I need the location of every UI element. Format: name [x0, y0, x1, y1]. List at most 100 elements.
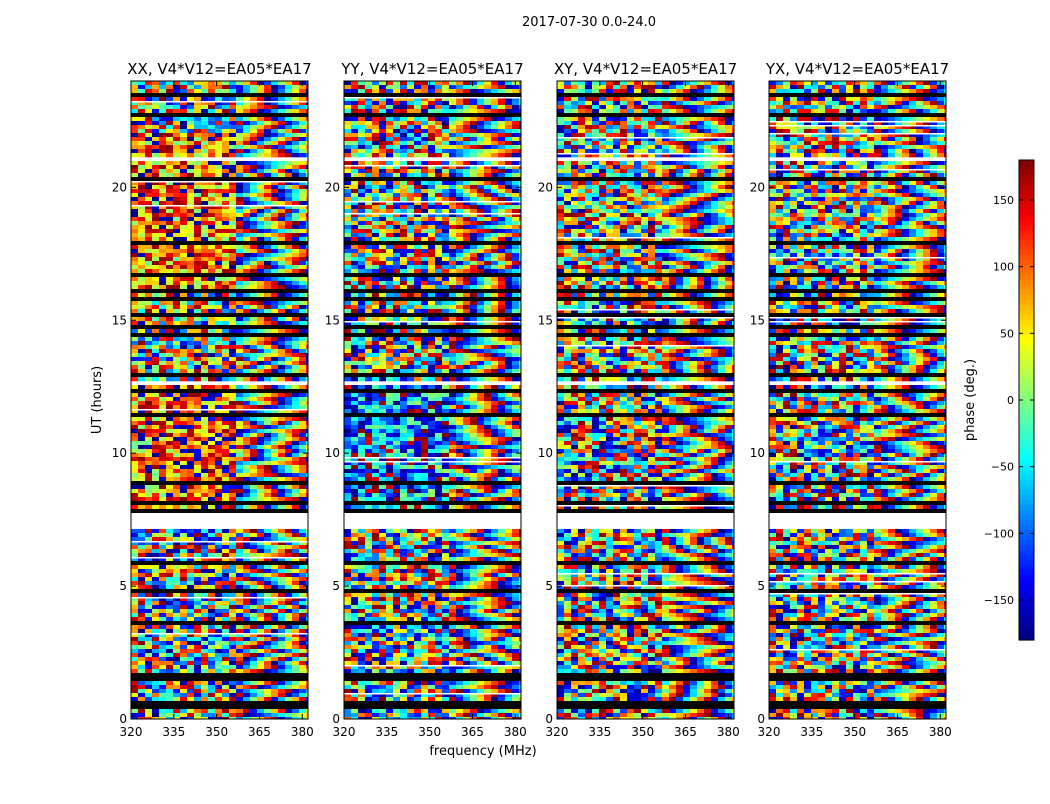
colorbar-segment	[1019, 485, 1034, 491]
colorbar-segment	[1019, 205, 1034, 211]
colorbar-segment	[1019, 560, 1034, 566]
x-tick-label: 365	[248, 725, 271, 739]
colorbar-segment	[1019, 440, 1034, 446]
colorbar-segment	[1019, 510, 1034, 516]
colorbar-segment	[1019, 335, 1034, 341]
x-axis-label: frequency (MHz)	[429, 744, 536, 759]
y-tick-label: 0	[119, 712, 127, 726]
colorbar-segment	[1019, 220, 1034, 226]
colorbar-segment	[1019, 535, 1034, 541]
colorbar-tick-label: 100	[993, 261, 1014, 274]
colorbar-segment	[1019, 480, 1034, 486]
colorbar-segment	[1019, 320, 1034, 326]
colorbar-segment	[1019, 565, 1034, 571]
colorbar-segment	[1019, 260, 1034, 266]
colorbar-tick-label: 50	[1000, 327, 1014, 340]
y-tick-label: 20	[538, 180, 553, 194]
colorbar-segment	[1019, 380, 1034, 386]
colorbar-segment	[1019, 620, 1034, 626]
phase-heatmap	[131, 81, 314, 721]
colorbar-segment	[1019, 605, 1034, 611]
y-tick-label: 10	[325, 446, 340, 460]
y-tick-label: 10	[750, 446, 765, 460]
colorbar-tick-label: 0	[1007, 394, 1014, 407]
colorbar-segment	[1019, 245, 1034, 251]
panel-title: XX, V4*V12=EA05*EA17	[127, 60, 311, 78]
colorbar-segment	[1019, 420, 1034, 426]
colorbar-segment	[1019, 555, 1034, 561]
y-tick-label: 5	[332, 579, 340, 593]
colorbar-segment	[1019, 190, 1034, 196]
colorbar-segment	[1019, 460, 1034, 466]
colorbar-segment	[1019, 415, 1034, 421]
colorbar-segment	[1019, 515, 1034, 521]
y-tick-label: 20	[112, 180, 127, 194]
y-tick-label: 0	[545, 712, 553, 726]
colorbar-segment	[1019, 365, 1034, 371]
panel-title: XY, V4*V12=EA05*EA17	[554, 60, 737, 78]
colorbar-segment	[1019, 550, 1034, 556]
x-tick-label: 320	[120, 725, 143, 739]
x-tick-label: 320	[333, 725, 356, 739]
colorbar-segment	[1019, 210, 1034, 216]
colorbar-segment	[1019, 500, 1034, 506]
colorbar-segment	[1019, 590, 1034, 596]
x-tick-label: 350	[418, 725, 441, 739]
colorbar-segment	[1019, 530, 1034, 536]
colorbar-segment	[1019, 270, 1034, 276]
colorbar-segment	[1019, 340, 1034, 346]
colorbar-segment	[1019, 250, 1034, 256]
colorbar-segment	[1019, 435, 1034, 441]
colorbar-segment	[1019, 505, 1034, 511]
x-tick-label: 350	[205, 725, 228, 739]
panel-title: YY, V4*V12=EA05*EA17	[340, 60, 523, 78]
colorbar-segment	[1019, 410, 1034, 416]
colorbar-segment	[1019, 425, 1034, 431]
y-tick-label: 10	[538, 446, 553, 460]
y-tick-label: 10	[112, 446, 127, 460]
colorbar-segment	[1019, 235, 1034, 241]
colorbar-segment	[1019, 385, 1034, 391]
x-tick-label: 380	[504, 725, 527, 739]
colorbar-tick-label: 150	[993, 194, 1014, 207]
colorbar-segment	[1019, 375, 1034, 381]
colorbar-segment	[1019, 255, 1034, 261]
colorbar-segment	[1019, 390, 1034, 396]
phase-heatmap	[344, 81, 527, 721]
colorbar-segment	[1019, 285, 1034, 291]
colorbar-segment	[1019, 400, 1034, 406]
y-tick-label: 5	[757, 579, 765, 593]
colorbar-label: phase (deg.)	[963, 359, 978, 441]
colorbar-segment	[1019, 610, 1034, 616]
phase-heatmap	[769, 81, 952, 721]
colorbar-tick-label: −150	[984, 594, 1014, 607]
x-tick-label: 365	[674, 725, 697, 739]
colorbar-segment	[1019, 265, 1034, 271]
colorbar-segment	[1019, 350, 1034, 356]
colorbar-segment	[1019, 580, 1034, 586]
colorbar-segment	[1019, 360, 1034, 366]
colorbar-tick-label: −100	[984, 527, 1014, 540]
colorbar-segment	[1019, 405, 1034, 411]
y-tick-label: 5	[119, 579, 127, 593]
colorbar-segment	[1019, 630, 1034, 636]
colorbar-segment	[1019, 290, 1034, 296]
colorbar-segment	[1019, 545, 1034, 551]
colorbar-segment	[1019, 330, 1034, 336]
phase-heatmap	[557, 81, 740, 721]
colorbar-segment	[1019, 355, 1034, 361]
colorbar-segment	[1019, 430, 1034, 436]
y-tick-label: 5	[545, 579, 553, 593]
colorbar-segment	[1019, 295, 1034, 301]
colorbar-segment	[1019, 520, 1034, 526]
y-tick-label: 0	[757, 712, 765, 726]
y-tick-label: 20	[750, 180, 765, 194]
colorbar-segment	[1019, 275, 1034, 281]
colorbar-segment	[1019, 170, 1034, 176]
x-tick-label: 320	[758, 725, 781, 739]
x-tick-label: 380	[291, 725, 314, 739]
